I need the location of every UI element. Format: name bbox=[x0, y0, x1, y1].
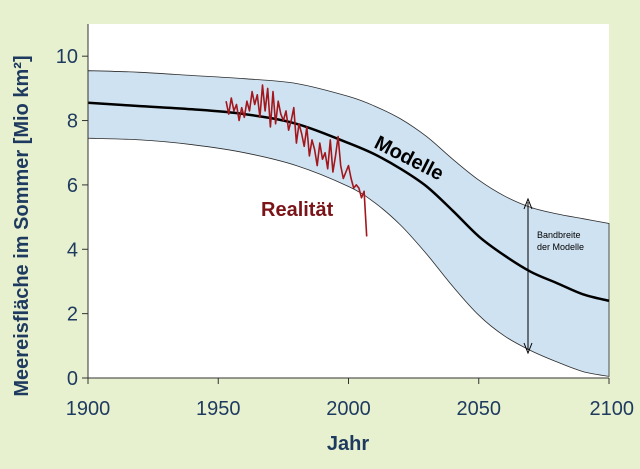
y-tick-label: 8 bbox=[67, 111, 78, 133]
band-width-arrow bbox=[523, 197, 533, 355]
x-tick-label: 2100 bbox=[590, 398, 635, 420]
band-label-line2: der Modelle bbox=[537, 242, 584, 252]
y-tick-label: 6 bbox=[67, 175, 78, 197]
x-tick-label: 1950 bbox=[196, 398, 241, 420]
x-axis-ticks: 1900 1950 2000 2050 2100 bbox=[66, 378, 634, 420]
models-mean-line bbox=[87, 101, 610, 303]
y-tick-label: 4 bbox=[67, 239, 78, 261]
y-tick-label: 2 bbox=[67, 304, 78, 326]
x-tick-label: 2000 bbox=[326, 398, 371, 420]
x-tick-label: 2050 bbox=[457, 398, 502, 420]
y-axis-ticks: 0 2 4 6 8 10 bbox=[56, 46, 88, 390]
y-axis-title: Meereisfläche im Sommer [Mio km²] bbox=[11, 55, 33, 396]
model-range-band bbox=[87, 70, 610, 377]
x-tick-label: 1900 bbox=[66, 398, 111, 420]
band-label-line1: Bandbreite bbox=[537, 230, 581, 240]
reality-label: Realität bbox=[261, 199, 334, 221]
x-axis-title: Jahr bbox=[327, 433, 369, 455]
y-tick-label: 0 bbox=[67, 368, 78, 390]
observed-sea-ice-line bbox=[225, 84, 368, 237]
y-tick-label: 10 bbox=[56, 46, 78, 68]
